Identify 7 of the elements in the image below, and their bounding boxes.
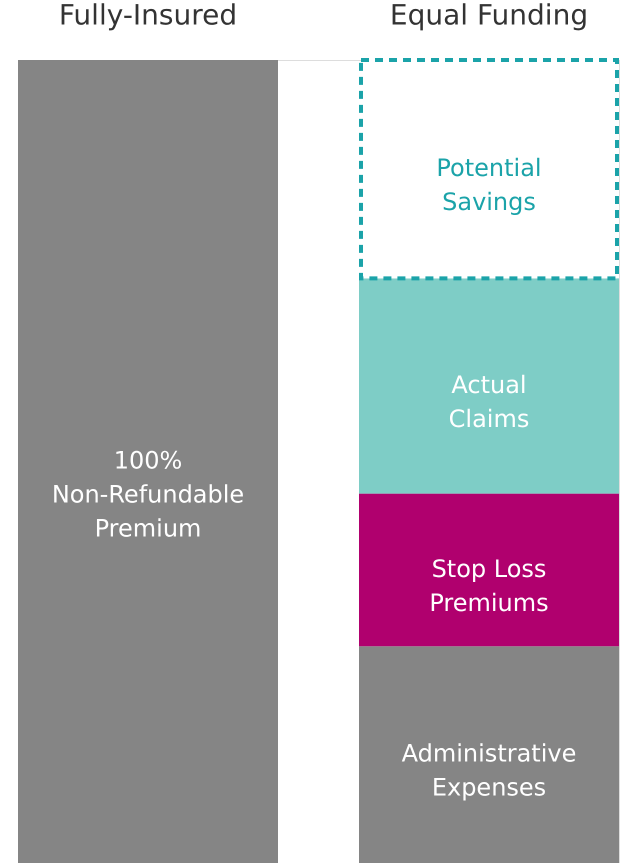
x-tick-label: Equal Funding (390, 0, 588, 32)
series-label: Potential Savings (436, 154, 542, 216)
series-label: Stop Loss Premiums (429, 554, 549, 617)
series-label: Actual Claims (448, 371, 530, 434)
series-label: 100% Non-Refundable Premium (52, 446, 244, 542)
series-label: Administrative Expenses (402, 740, 576, 802)
x-tick-label: Fully-Insured (58, 0, 238, 32)
